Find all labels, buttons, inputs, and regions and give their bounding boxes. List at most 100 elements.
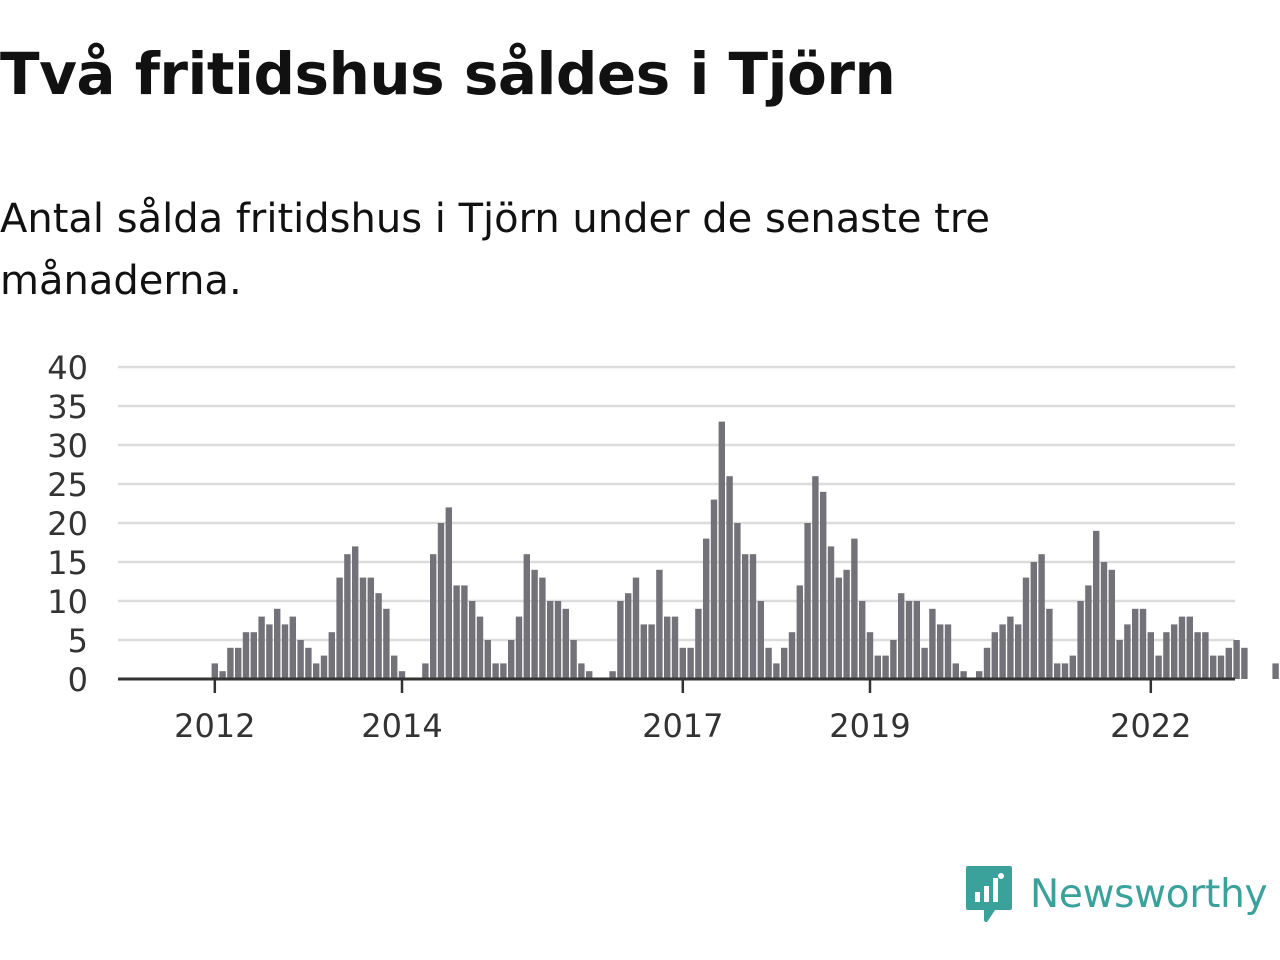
bar <box>991 632 998 679</box>
bar <box>1186 616 1193 679</box>
bar <box>328 632 335 679</box>
bar <box>703 538 710 679</box>
bar <box>773 663 780 679</box>
bar <box>1015 624 1022 679</box>
bar <box>539 577 546 679</box>
bar <box>812 476 819 679</box>
bar <box>695 608 702 679</box>
bar <box>937 624 944 679</box>
newsworthy-logo: Newsworthy <box>964 864 1268 924</box>
grid-lines <box>118 365 1235 642</box>
bar <box>578 663 585 679</box>
bar <box>952 663 959 679</box>
bar <box>562 608 569 679</box>
bar <box>430 554 437 679</box>
bar <box>320 655 328 679</box>
bar <box>1069 655 1076 679</box>
bar <box>508 640 515 679</box>
bar <box>765 647 772 679</box>
bar <box>1030 562 1037 679</box>
x-tick-label: 2014 <box>361 707 442 745</box>
bar <box>905 601 913 679</box>
bar <box>1046 608 1053 679</box>
y-tick-label: 5 <box>68 622 88 660</box>
bar <box>671 616 679 679</box>
bar <box>250 632 257 679</box>
bar <box>305 647 312 679</box>
bar <box>827 546 835 679</box>
y-tick-label: 10 <box>47 583 88 621</box>
bar <box>227 647 234 679</box>
bar <box>632 577 640 679</box>
bar <box>1038 554 1045 679</box>
bar <box>890 640 897 679</box>
bar <box>242 632 250 679</box>
bar <box>1233 640 1240 679</box>
bar <box>1085 585 1092 679</box>
bar <box>625 593 632 679</box>
newsworthy-chart-bubble-icon <box>966 866 1012 922</box>
bar <box>804 523 811 679</box>
bar <box>461 585 468 679</box>
bar <box>976 671 983 679</box>
bar <box>445 507 452 679</box>
bar <box>531 569 538 679</box>
bar <box>734 523 741 679</box>
bar <box>344 554 351 679</box>
bar <box>1147 632 1154 679</box>
bar <box>352 546 359 679</box>
bar <box>1116 640 1123 679</box>
bar <box>835 577 842 679</box>
bar <box>258 616 265 679</box>
bar <box>422 663 429 679</box>
y-tick-label: 35 <box>47 388 88 426</box>
bar <box>500 663 507 679</box>
y-tick-label: 15 <box>47 544 88 582</box>
bar <box>859 601 866 679</box>
bar <box>1093 530 1100 679</box>
bar <box>710 499 718 679</box>
y-tick-label: 0 <box>68 661 88 699</box>
bar <box>492 663 499 679</box>
bar <box>313 663 320 679</box>
bar <box>983 647 991 679</box>
bars <box>211 421 1279 679</box>
bar <box>929 608 936 679</box>
x-axis-labels: 201220142017201920222024 <box>174 679 1192 745</box>
bar <box>1108 569 1115 679</box>
bar <box>1132 608 1139 679</box>
bar <box>289 616 296 679</box>
bar <box>437 523 445 679</box>
bar <box>1163 632 1170 679</box>
bar <box>648 624 655 679</box>
bar <box>281 624 289 679</box>
bar <box>609 671 616 679</box>
bar <box>843 569 850 679</box>
bar <box>726 476 733 679</box>
bar <box>851 538 858 679</box>
bar <box>656 569 663 679</box>
bar <box>547 601 554 679</box>
bar <box>484 640 491 679</box>
bar <box>1007 616 1014 679</box>
bar <box>921 647 928 679</box>
bar <box>617 601 624 679</box>
bar <box>679 647 686 679</box>
bar <box>570 640 577 679</box>
bar <box>1077 601 1084 679</box>
bar <box>398 671 406 679</box>
bar <box>1272 663 1279 679</box>
x-tick-label: 2019 <box>829 707 910 745</box>
bar <box>1210 655 1217 679</box>
bar <box>687 647 694 679</box>
bar <box>469 601 476 679</box>
bar <box>749 554 757 679</box>
bar <box>235 647 242 679</box>
bar <box>1241 647 1248 679</box>
chart-title: Två fritidshus såldes i Tjörn <box>0 40 896 108</box>
bar <box>476 616 484 679</box>
bar <box>1178 616 1186 679</box>
bar <box>515 616 523 679</box>
bar <box>523 554 530 679</box>
